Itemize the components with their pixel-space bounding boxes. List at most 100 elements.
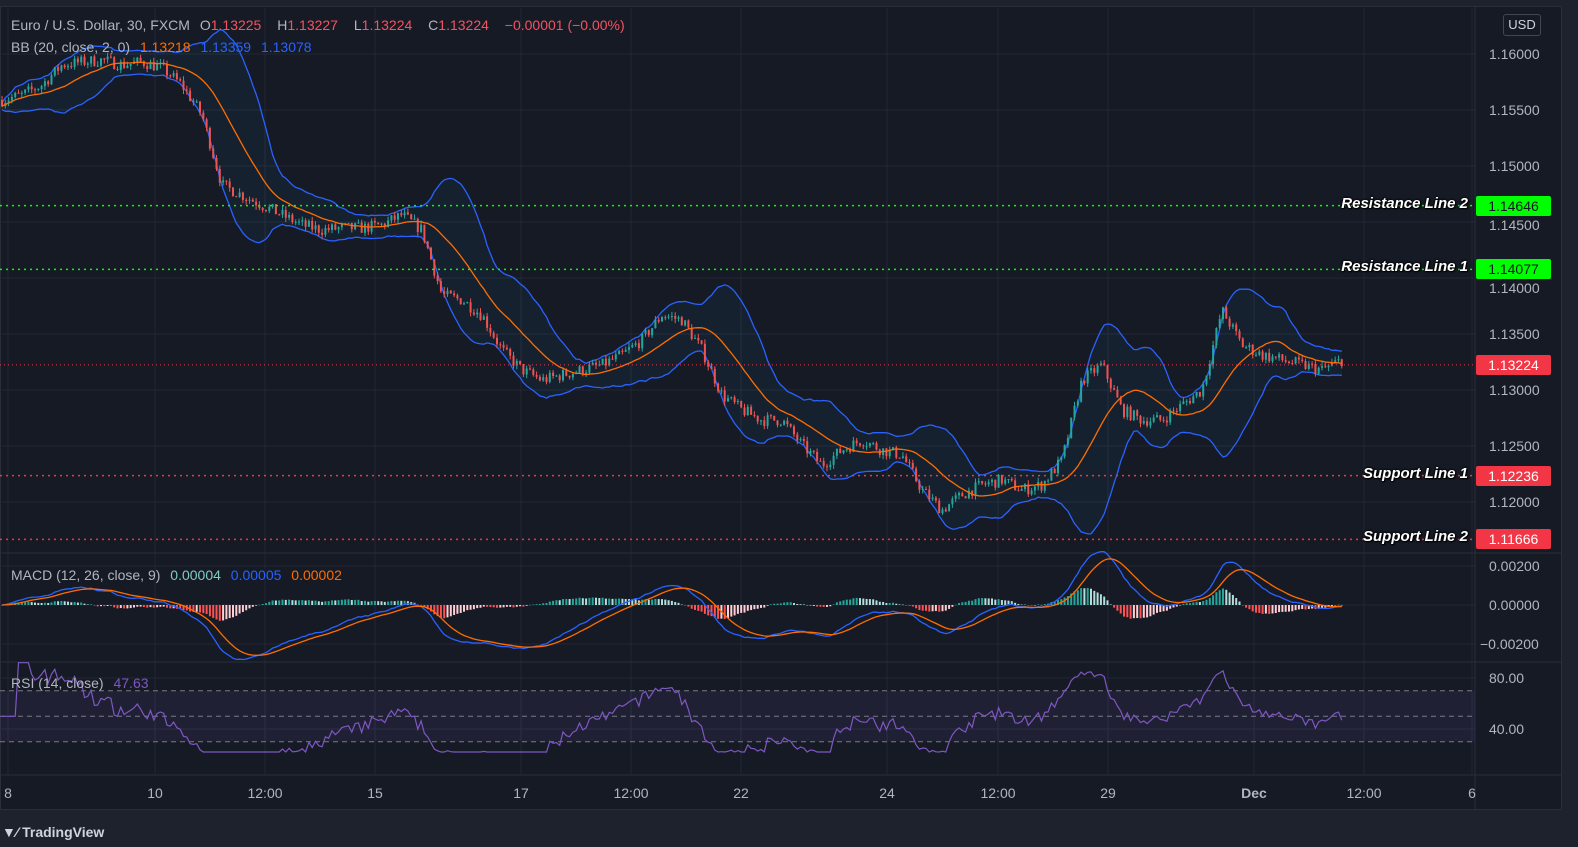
rsi-label[interactable]: RSI (14, close): [11, 675, 104, 691]
macd-histogram-bar: [1271, 605, 1274, 614]
bb-lower-line: [1, 73, 1342, 535]
candle-body: [717, 383, 720, 392]
macd-histogram-bar: [347, 599, 350, 605]
current-price-tag: 1.13224: [1476, 354, 1551, 375]
candle-body: [974, 482, 977, 496]
brand-text: TradingView: [22, 824, 105, 840]
macd-histogram-bar: [496, 605, 498, 608]
candle-body: [892, 447, 894, 450]
candle-body: [1073, 405, 1076, 418]
candle-body: [1007, 478, 1010, 480]
macd-histogram-bar: [284, 599, 287, 605]
macd-histogram-bar: [1248, 605, 1251, 610]
macd-histogram-bar: [651, 599, 654, 605]
candle-body: [1205, 375, 1208, 385]
candle-body: [1116, 389, 1119, 398]
macd-histogram-bar: [228, 605, 231, 619]
candle-body: [1000, 474, 1003, 484]
candle-body: [637, 343, 640, 349]
macd-histogram-bar: [179, 605, 182, 610]
candle-body: [291, 214, 294, 223]
candle-body: [27, 86, 30, 90]
candle-body: [964, 496, 967, 499]
macd-histogram-bar: [1182, 603, 1185, 605]
macd-histogram-bar: [934, 605, 937, 611]
candle-body: [1337, 359, 1340, 361]
candle-body: [149, 61, 152, 70]
candle-body: [136, 57, 139, 62]
candle-body: [14, 92, 17, 98]
macd-histogram-bar: [882, 601, 885, 605]
candle-body: [809, 450, 812, 454]
macd-histogram-bar: [116, 605, 119, 609]
macd-histogram-bar: [268, 601, 271, 605]
candle-body: [1106, 365, 1109, 379]
candle-body: [1189, 401, 1191, 404]
candle-body: [271, 204, 274, 207]
candle-body: [1215, 328, 1218, 346]
macd-histogram-bar: [1113, 605, 1116, 608]
macd-histogram-bar: [558, 600, 561, 605]
macd-histogram-bar: [750, 605, 753, 611]
candle-body: [951, 498, 954, 505]
macd-histogram-bar: [499, 605, 502, 608]
macd-label[interactable]: MACD (12, 26, close, 9): [11, 567, 161, 583]
macd-histogram-bar: [532, 604, 535, 606]
candle-body: [598, 364, 601, 366]
macd-histogram-bar: [1294, 605, 1297, 611]
symbol-title[interactable]: Euro / U.S. Dollar, 30, FXCM: [11, 17, 190, 33]
tradingview-logo[interactable]: ▼⁄ TradingView: [2, 824, 104, 840]
macd-histogram-bar: [769, 604, 772, 605]
macd-histogram-bar: [677, 602, 680, 605]
candle-body: [687, 320, 690, 328]
candle-body: [222, 180, 225, 183]
candle-body: [991, 479, 993, 483]
macd-histogram-bar: [24, 602, 27, 605]
bb-legend: BB (20, close, 2, 0) 1.13218 1.13359 1.1…: [11, 39, 318, 55]
macd-histogram-bar: [931, 605, 934, 612]
candle-body: [1139, 415, 1142, 424]
macd-histogram-bar: [340, 599, 343, 605]
macd-histogram-bar: [611, 598, 614, 605]
macd-histogram-bar: [1093, 590, 1096, 605]
candle-body: [766, 415, 769, 426]
macd-histogram-bar: [1189, 603, 1191, 605]
macd-histogram-bar: [690, 605, 693, 609]
candle-body: [852, 440, 855, 452]
candle-body: [1218, 319, 1221, 329]
candle-body: [1033, 486, 1036, 491]
macd-histogram-bar: [1297, 605, 1300, 610]
candle-body: [482, 316, 485, 320]
candle-body: [822, 461, 825, 467]
macd-histogram-bar: [1037, 604, 1040, 605]
macd-histogram-bar: [723, 605, 726, 620]
macd-histogram-bar: [796, 603, 799, 605]
macd-histogram-bar: [1119, 605, 1122, 614]
candle-body: [604, 358, 607, 366]
macd-histogram-bar: [680, 604, 683, 606]
time-axis-label: 22: [733, 785, 749, 801]
candle-body: [1251, 344, 1254, 355]
bb-label[interactable]: BB (20, close, 2, 0): [11, 39, 131, 55]
price-axis-label: 1.12500: [1489, 438, 1540, 454]
macd-histogram-bar: [951, 605, 954, 607]
macd-histogram-bar: [1202, 601, 1205, 605]
macd-histogram-bar: [1040, 604, 1043, 606]
macd-histogram-bar: [588, 597, 591, 605]
macd-histogram-bar: [1017, 603, 1020, 605]
candle-body: [816, 451, 819, 461]
candle-body: [1222, 307, 1224, 320]
candle-body: [1086, 370, 1089, 384]
candle-body: [588, 364, 591, 373]
candle-body: [723, 390, 726, 402]
candle-body: [948, 504, 951, 512]
bb-upper-line: [1, 28, 1342, 476]
currency-button[interactable]: USD: [1503, 14, 1541, 36]
candle-body: [182, 80, 185, 90]
time-axis-label: 15: [367, 785, 383, 801]
candle-body: [90, 56, 93, 64]
candle-body: [1255, 354, 1257, 356]
macd-histogram-bar: [486, 605, 489, 607]
candle-body: [152, 61, 155, 71]
